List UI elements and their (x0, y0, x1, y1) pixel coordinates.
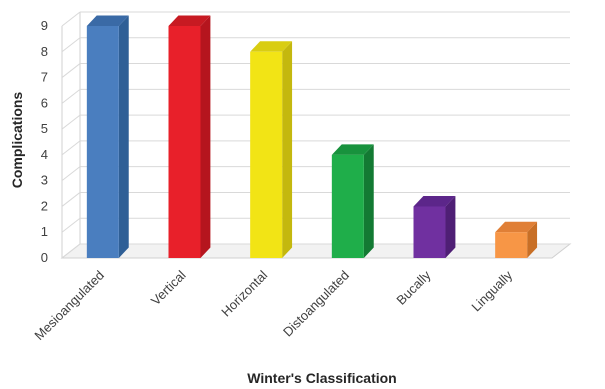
bar-front (86, 26, 119, 258)
x-tick-label: Horizontal (218, 267, 270, 319)
bar-top (168, 15, 211, 26)
bar-top (495, 221, 538, 233)
gridline-depth (61, 88, 81, 104)
y-tick-label: 6 (41, 95, 48, 110)
y-tick-label: 7 (41, 70, 48, 85)
bar-vertical (168, 15, 211, 258)
bar-top (331, 144, 374, 155)
bar-front (168, 26, 201, 258)
bar-horizontal (250, 41, 293, 259)
bar-front (495, 232, 528, 258)
x-tick-label: Mesioangulated (31, 268, 107, 344)
gridline-depth (61, 11, 81, 27)
bar-side (445, 195, 456, 258)
y-tick-label: 4 (41, 147, 48, 162)
gridline-depth (61, 192, 81, 207)
bars (86, 15, 538, 259)
bar-distoangulated (331, 144, 374, 258)
x-tick-label: Lingually (468, 267, 515, 314)
bar-side (527, 221, 538, 258)
bar-lingually (495, 221, 538, 258)
y-tick-label: 9 (41, 18, 48, 33)
y-tick-labels: 0 1 2 3 4 5 6 7 8 9 (41, 18, 48, 265)
y-tick-label: 0 (41, 250, 48, 265)
bar-top (250, 41, 293, 52)
bar-front (331, 154, 364, 258)
x-tick-labels: Mesioangulated Vertical Horizontal Distoang… (31, 267, 515, 343)
gridline-depth (61, 140, 81, 156)
x-tick-label: Vertical (148, 267, 189, 308)
gridline-depth (61, 37, 81, 53)
bar-side (282, 41, 293, 259)
x-tick-label: Bucally (393, 267, 434, 308)
bar-top (413, 195, 456, 207)
gridline-depth (61, 63, 81, 78)
chart-floor (60, 243, 572, 259)
bar-side (200, 15, 211, 258)
bar-front (250, 51, 283, 259)
x-axis-title: Winter's Classification (247, 370, 396, 386)
bar-side (118, 15, 129, 258)
gridline-depth (61, 114, 81, 130)
y-axis-title: Complications (9, 92, 25, 189)
bar-bucally (413, 195, 456, 258)
gridlines (60, 11, 572, 259)
gridline-depth (61, 217, 81, 233)
gridline-depth (61, 243, 81, 259)
bar-top (86, 15, 129, 26)
bar-front (413, 206, 446, 258)
x-tick-label: Distoangulated (280, 268, 352, 340)
y-tick-label: 8 (41, 44, 48, 59)
y-tick-label: 3 (41, 173, 48, 188)
y-tick-label: 5 (41, 121, 48, 136)
y-tick-label: 1 (41, 224, 48, 239)
y-tick-label: 2 (41, 198, 48, 213)
bar-side (363, 144, 374, 258)
gridline-depth (61, 166, 81, 182)
bar-mesioangulated (86, 15, 129, 258)
